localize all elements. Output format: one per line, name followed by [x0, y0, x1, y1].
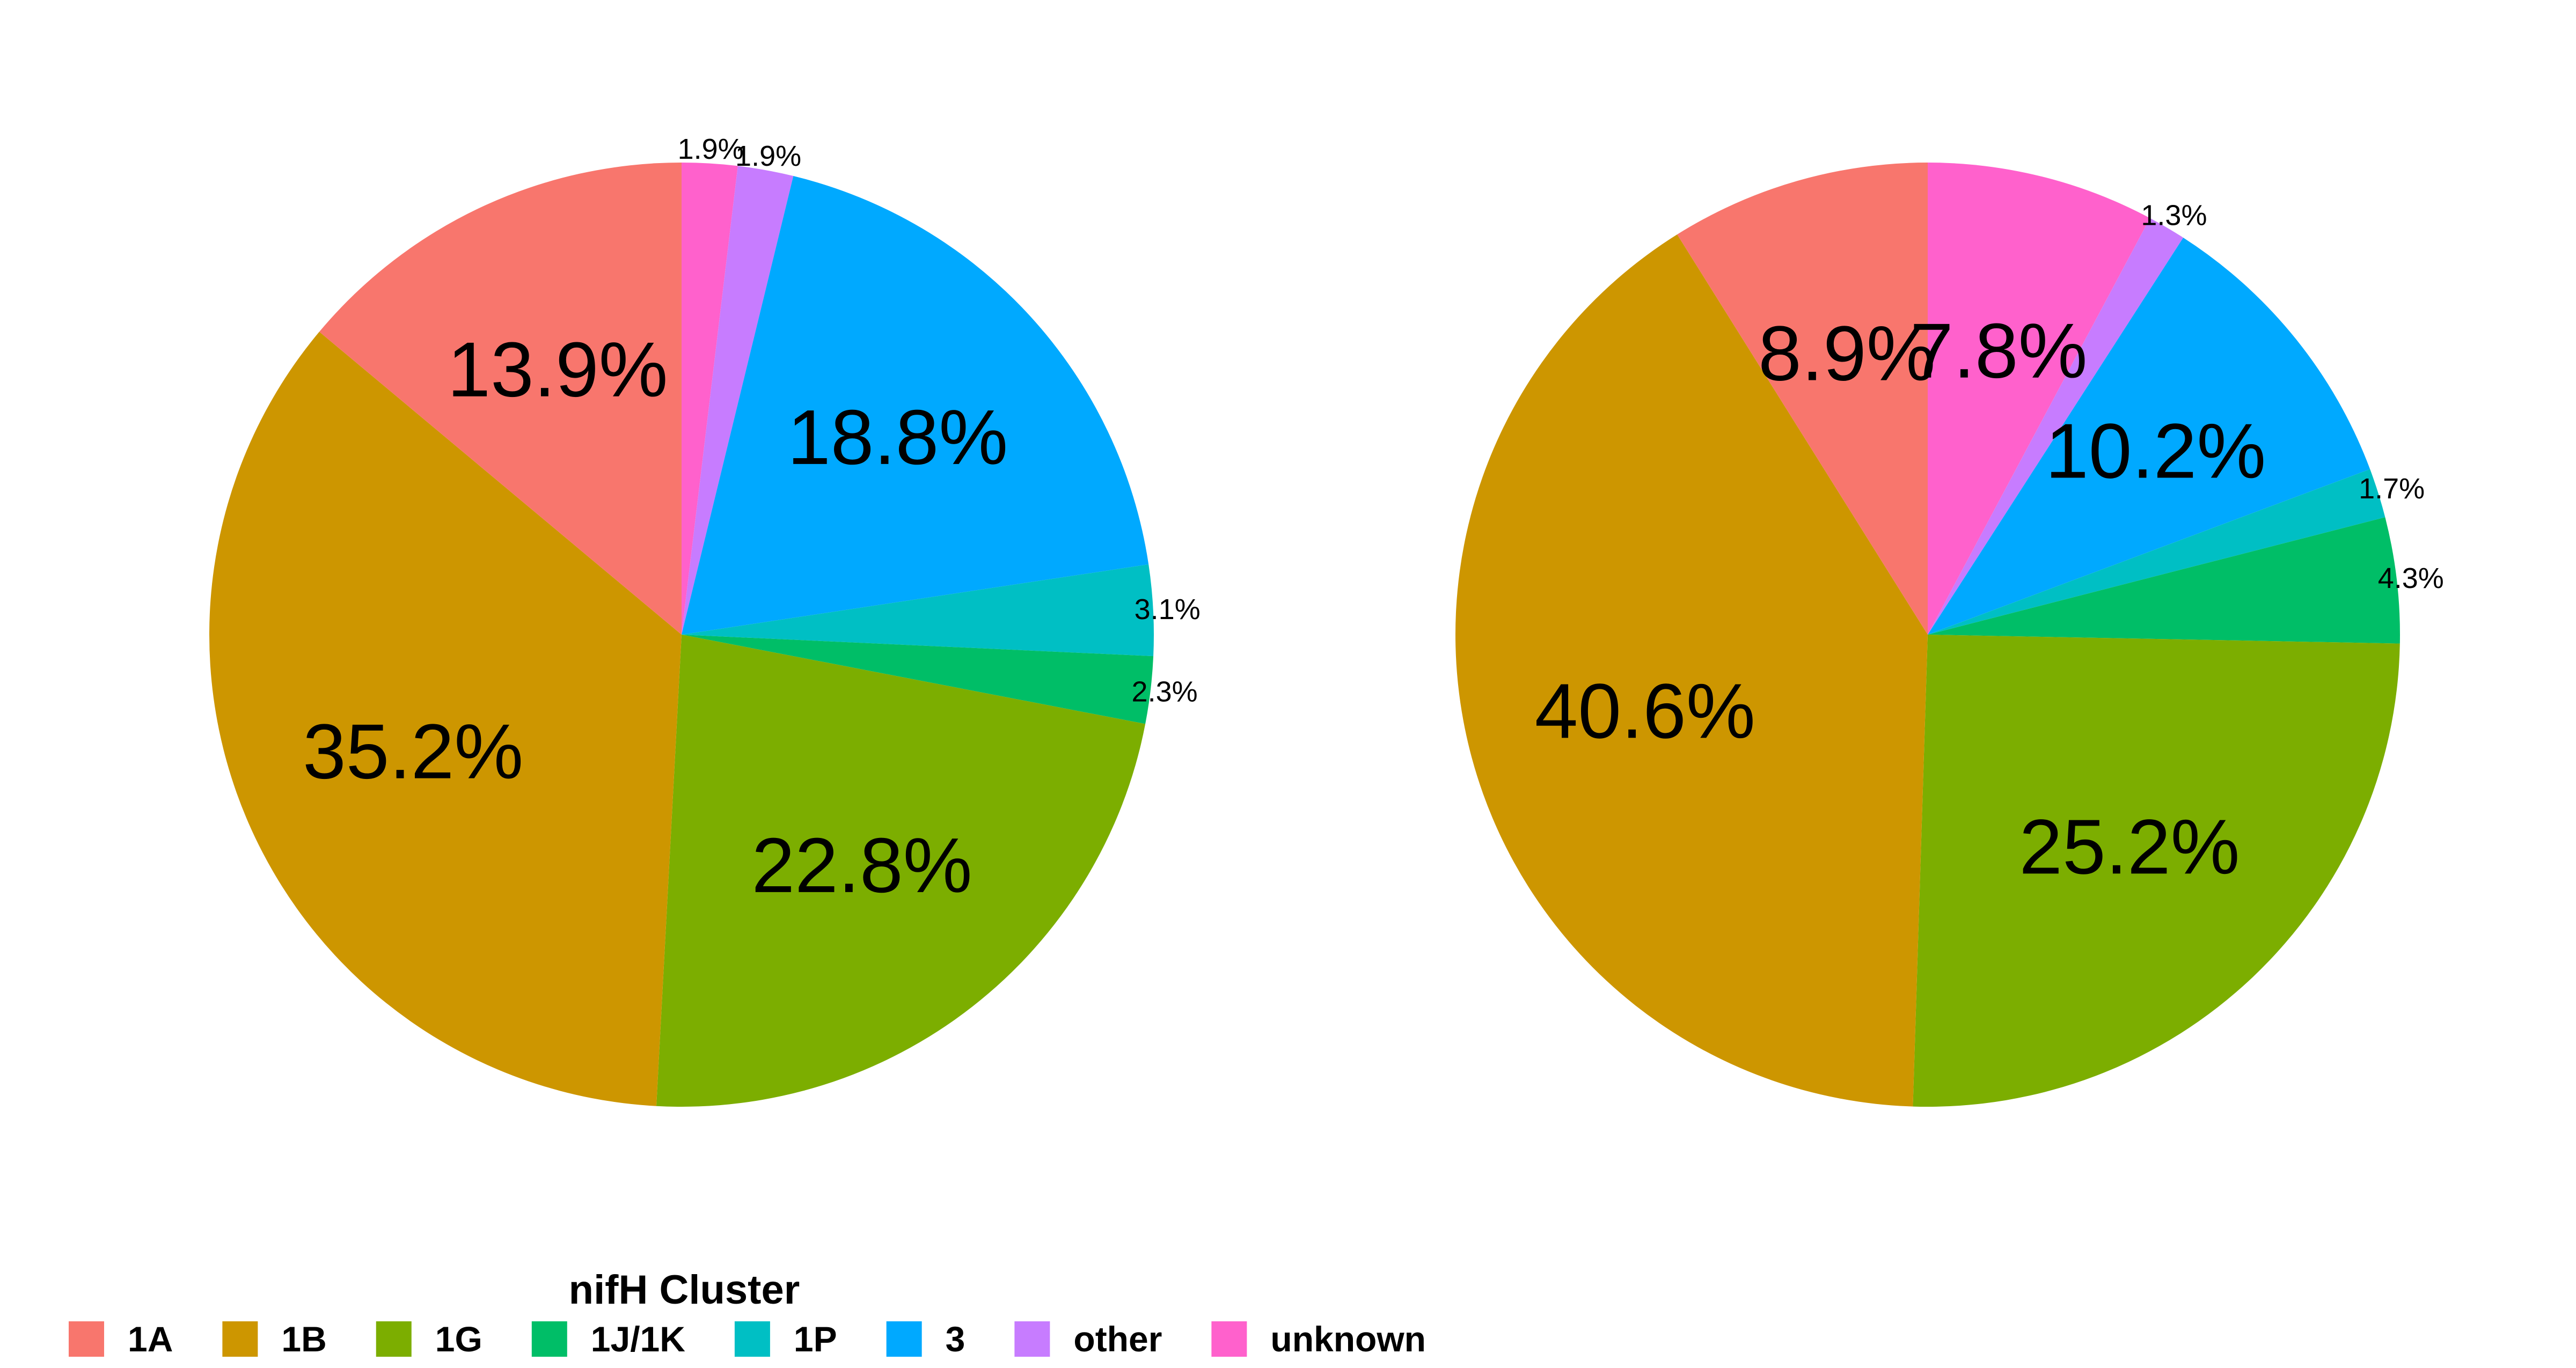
- slice-label-unknown: 1.9%: [678, 133, 744, 165]
- slice-label-unknown: 7.8%: [1910, 307, 2088, 394]
- legend-label-1a: 1A: [128, 1319, 173, 1359]
- legend-item-1p: 1P: [734, 1319, 837, 1359]
- legend-title: nifH Cluster: [569, 1267, 800, 1313]
- legend-label-unknown: unknown: [1270, 1319, 1426, 1359]
- legend-item-1a: 1A: [69, 1319, 173, 1359]
- legend-swatch-other: [1014, 1321, 1050, 1357]
- legend-item-1b: 1B: [222, 1319, 327, 1359]
- legend-swatch-3: [886, 1321, 922, 1357]
- slice-label-1g: 22.8%: [751, 822, 972, 909]
- legend-swatch-1j-1k: [531, 1321, 567, 1357]
- slice-label-3: 10.2%: [2045, 408, 2266, 495]
- slice-3: [1928, 237, 2370, 635]
- slice-1b: [1455, 234, 1928, 1107]
- slice-1a: [1677, 163, 1928, 635]
- pie-charts: 1.9%1.9% 18.8% 3.1% 2.3% 22.8% 35.2% 13.9% 7.8%…: [209, 133, 2444, 1107]
- legend-swatch-1p: [734, 1321, 770, 1357]
- slice-3: [682, 176, 1149, 635]
- legend-label-3: 3: [946, 1319, 965, 1359]
- slice-label-1b: 40.6%: [1535, 667, 1755, 754]
- slice-1j-1k: [682, 635, 1154, 724]
- slice-1g: [656, 635, 1146, 1107]
- slice-1a: [319, 163, 682, 635]
- slice-other: [1928, 218, 2184, 635]
- legend-label-1b: 1B: [281, 1319, 326, 1359]
- slice-label-1a: 13.9%: [447, 326, 668, 413]
- slice-1b: [209, 332, 682, 1106]
- legend: nifH Cluster 1A 1B 1G 1J/1K 1P 3 other unknown: [69, 1267, 1426, 1359]
- slice-unknown: [1928, 163, 2150, 635]
- slice-label-1g: 25.2%: [2019, 803, 2240, 890]
- slice-other: [682, 166, 794, 635]
- slice-1j-1k: [1928, 517, 2400, 644]
- slice-label-1b: 35.2%: [303, 708, 523, 795]
- legend-label-1g: 1G: [435, 1319, 482, 1359]
- legend-swatch-1g: [376, 1321, 412, 1357]
- slice-unknown: [682, 163, 738, 635]
- legend-item-other: other: [1014, 1319, 1162, 1359]
- slice-1g: [1913, 635, 2400, 1107]
- legend-item-unknown: unknown: [1211, 1319, 1426, 1359]
- legend-items: 1A 1B 1G 1J/1K 1P 3 other unknown: [69, 1319, 1426, 1359]
- slice-label-1p: 3.1%: [1135, 593, 1201, 626]
- legend-item-1j-1k: 1J/1K: [531, 1319, 685, 1359]
- legend-label-other: other: [1073, 1319, 1162, 1359]
- slice-label-1a: 8.9%: [1758, 310, 1936, 397]
- legend-swatch-1b: [222, 1321, 258, 1357]
- slice-label-1p: 1.7%: [2359, 473, 2425, 505]
- pie-chart-1: 1.9%1.9% 18.8% 3.1% 2.3% 22.8% 35.2% 13.9%: [209, 133, 1201, 1107]
- slice-label-1j-1k: 2.3%: [1132, 676, 1198, 708]
- legend-item-1g: 1G: [376, 1319, 482, 1359]
- slice-label-other: 1.3%: [2141, 199, 2207, 231]
- slice-label-other: 1.9%: [735, 140, 801, 172]
- pie-chart-2: 7.8% 1.3% 10.2% 1.7% 4.3% 25.2% 40.6% 8.9%: [1455, 163, 2444, 1107]
- slice-1p: [1928, 469, 2385, 635]
- legend-item-3: 3: [886, 1319, 965, 1359]
- legend-label-1j-1k: 1J/1K: [591, 1319, 685, 1359]
- legend-swatch-unknown: [1211, 1321, 1247, 1357]
- slice-label-3: 18.8%: [787, 394, 1008, 481]
- slice-1p: [682, 564, 1154, 657]
- legend-swatch-1a: [69, 1321, 104, 1357]
- slice-label-1j-1k: 4.3%: [2378, 562, 2444, 594]
- legend-label-1p: 1P: [794, 1319, 837, 1359]
